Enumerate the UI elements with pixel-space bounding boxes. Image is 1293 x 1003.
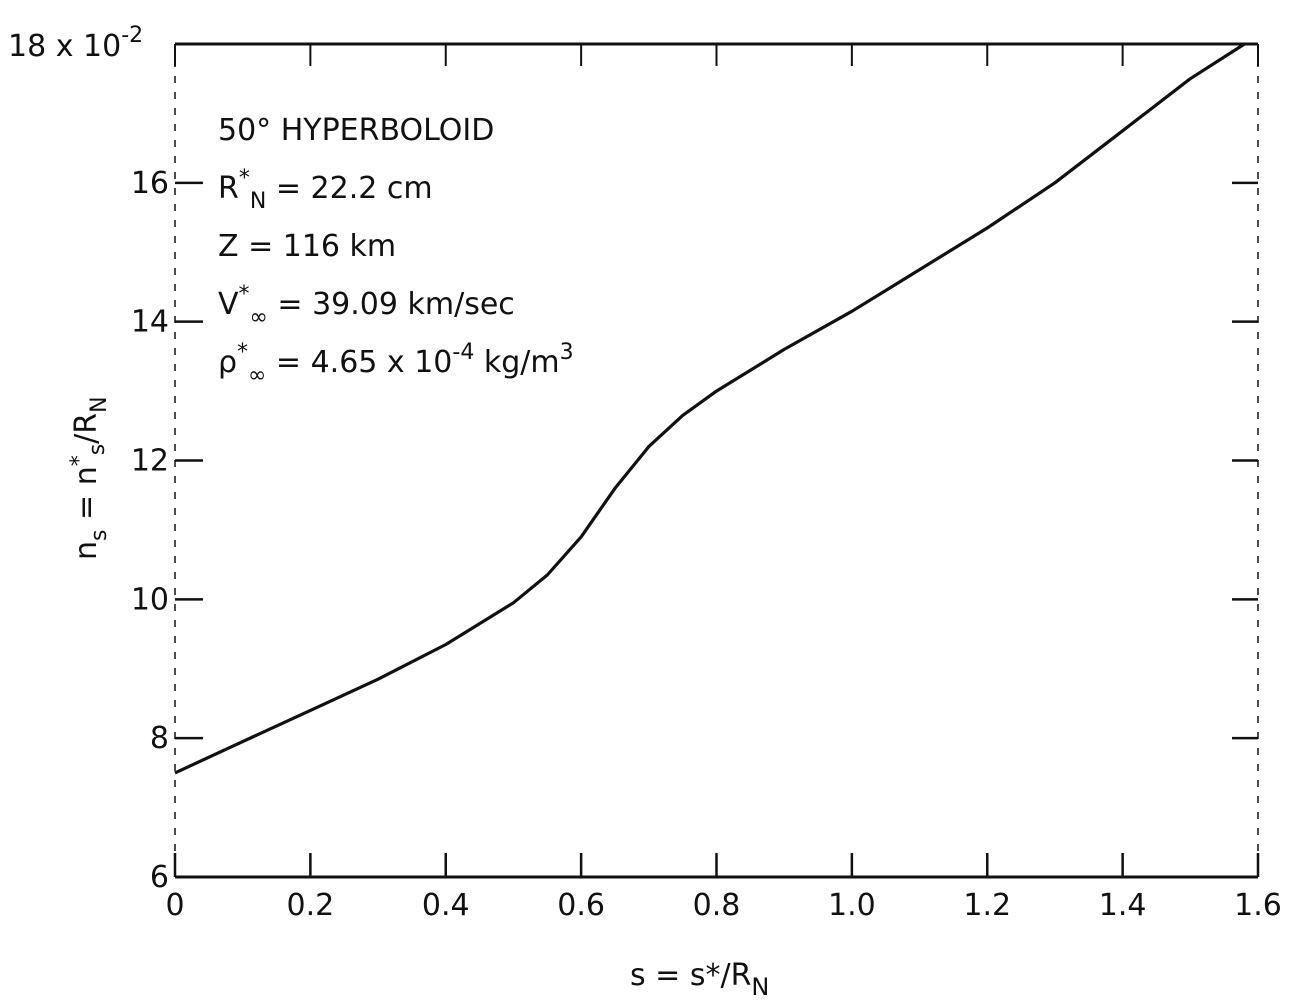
y-multiplier-label: 18 x 10-2 (8, 23, 143, 64)
annotation-text: 50° HYPERBOLOID (218, 113, 494, 148)
annotation-subscript: ∞ (248, 363, 266, 388)
annotation-text: V (218, 287, 239, 322)
annotation-text: = 22.2 cm (266, 171, 432, 206)
series-layer (174, 42, 1246, 775)
annotation-text: kg/m (474, 345, 559, 380)
plot-frame (174, 42, 1259, 879)
annotation-line: V*∞ = 39.09 km/sec (218, 282, 515, 330)
y-axis-title-tail-sup: * (67, 455, 92, 466)
annotation-superscript: * (239, 282, 250, 307)
annotation-text: ρ (218, 345, 237, 380)
x-axis-title: s = s*/RN (630, 958, 769, 1001)
y-tick-label: 8 (150, 721, 169, 756)
x-tick-label: 1.2 (963, 888, 1011, 923)
annotation-text: = 4.65 x 10 (266, 345, 452, 380)
annotation-superscript: * (237, 340, 248, 365)
y-axis-title-sub: s (87, 530, 112, 541)
annotation-superscript: 3 (560, 340, 574, 365)
annotation-line: R*N = 22.2 cm (218, 166, 433, 214)
y-multiplier-base: 18 x 10 (8, 29, 121, 64)
y-axis-title-main: n (69, 541, 104, 560)
y-axis-ticks: 6 8 10 12 14 16 (131, 166, 1258, 895)
annotation-text: Z = 116 km (218, 229, 396, 264)
annotation-line: 50° HYPERBOLOID (218, 113, 494, 148)
y-multiplier-exponent: -2 (121, 23, 143, 48)
annotation-line: ρ*∞ = 4.65 x 10-4 kg/m3 (218, 340, 574, 388)
x-tick-label: 1.4 (1099, 888, 1147, 923)
annotation-subscript: ∞ (250, 305, 268, 330)
y-axis-title-tail: = n (69, 466, 104, 529)
x-axis-title-sub: N (751, 973, 769, 1001)
y-axis-title-tail-sub: s (85, 444, 110, 455)
annotation-text: R (218, 171, 239, 206)
annotation-subscript: N (250, 189, 266, 214)
y-axis-title-tail2: /R (69, 413, 104, 444)
x-tick-label: 0.8 (693, 888, 741, 923)
x-tick-label: 1.6 (1234, 888, 1282, 923)
annotation-line: Z = 116 km (218, 229, 396, 264)
x-axis-ticks: 0 0.2 0.4 0.6 0.8 1.0 1.2 1.4 1.6 (165, 44, 1282, 923)
y-tick-label: 12 (131, 444, 169, 479)
y-axis-title: ns = n*s/RN (67, 396, 112, 560)
x-tick-label: 0.2 (287, 888, 335, 923)
annotation-superscript: -4 (452, 340, 474, 365)
annotation-text: = 39.09 km/sec (268, 287, 515, 322)
x-tick-label: 1.0 (828, 888, 876, 923)
y-tick-label: 6 (150, 860, 169, 895)
series-line (174, 42, 1246, 775)
y-tick-label: 14 (131, 305, 169, 340)
x-tick-label: 0.4 (422, 888, 470, 923)
y-tick-label: 16 (131, 166, 169, 201)
x-tick-label: 0 (165, 888, 184, 923)
x-tick-label: 0.6 (557, 888, 605, 923)
y-tick-label: 10 (131, 582, 169, 617)
annotation-superscript: * (239, 166, 250, 191)
x-axis-title-main: s = s*/R (630, 958, 751, 993)
y-axis-title-tail2-sub: N (87, 396, 112, 412)
